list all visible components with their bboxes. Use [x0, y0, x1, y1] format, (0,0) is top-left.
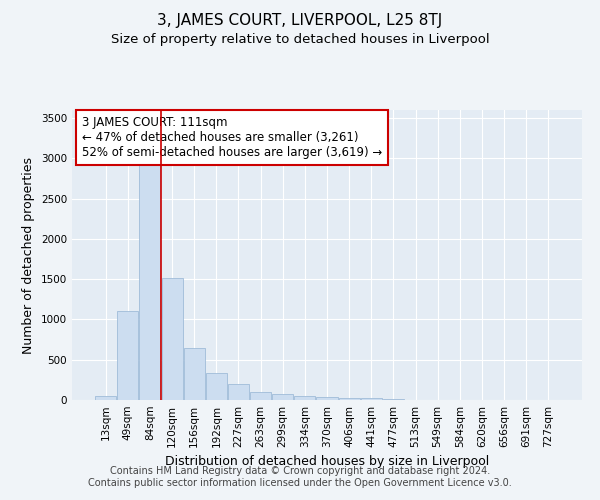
Text: 3, JAMES COURT, LIVERPOOL, L25 8TJ: 3, JAMES COURT, LIVERPOOL, L25 8TJ — [157, 12, 443, 28]
Bar — [295, 396, 316, 400]
X-axis label: Distribution of detached houses by size in Liverpool: Distribution of detached houses by size … — [165, 456, 489, 468]
Bar — [161, 278, 182, 400]
Bar — [139, 165, 160, 400]
Text: Size of property relative to detached houses in Liverpool: Size of property relative to detached ho… — [110, 32, 490, 46]
Bar — [95, 396, 116, 400]
Text: Contains HM Land Registry data © Crown copyright and database right 2024.
Contai: Contains HM Land Registry data © Crown c… — [88, 466, 512, 487]
Bar — [338, 398, 359, 400]
Bar — [316, 397, 338, 400]
Bar — [118, 312, 139, 400]
Bar — [206, 374, 227, 400]
Text: 3 JAMES COURT: 111sqm
← 47% of detached houses are smaller (3,261)
52% of semi-d: 3 JAMES COURT: 111sqm ← 47% of detached … — [82, 116, 382, 159]
Bar — [383, 399, 404, 400]
Bar — [250, 392, 271, 400]
Y-axis label: Number of detached properties: Number of detached properties — [22, 156, 35, 354]
Bar — [272, 394, 293, 400]
Bar — [361, 398, 382, 400]
Bar — [184, 348, 205, 400]
Bar — [228, 384, 249, 400]
